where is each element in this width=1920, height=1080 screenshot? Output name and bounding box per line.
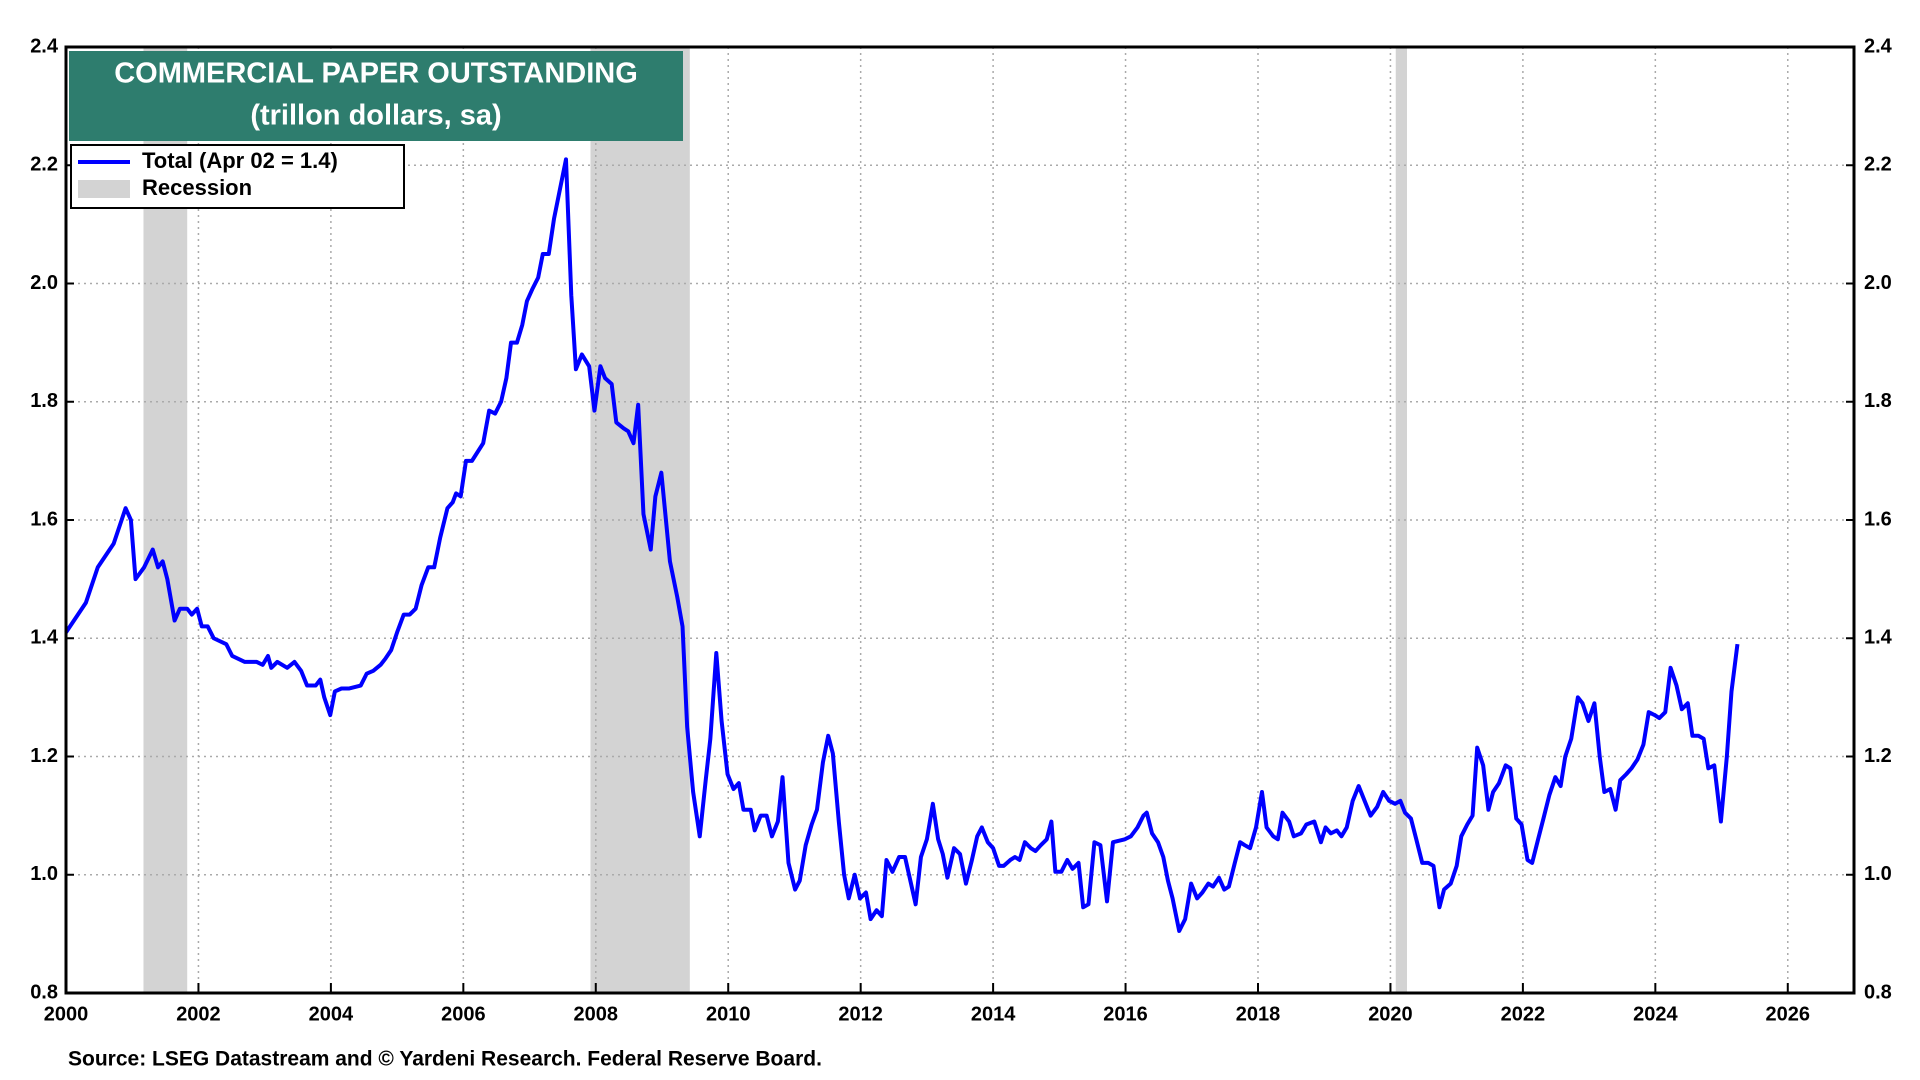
x-tick-label: 2014	[971, 1003, 1016, 1025]
source-note: Source: LSEG Datastream and © Yardeni Re…	[68, 1048, 822, 1071]
y-tick-label: 1.2	[30, 745, 58, 767]
x-tick-label: 2016	[1103, 1003, 1148, 1025]
y2-tick-label: 2.4	[1864, 35, 1893, 57]
y-tick-label: 2.4	[30, 35, 59, 57]
legend-label: Recession	[142, 175, 252, 200]
recession-band	[590, 47, 690, 993]
line-series	[64, 157, 1740, 933]
y-tick-label: 2.2	[30, 154, 58, 176]
x-tick-label: 2010	[706, 1003, 751, 1025]
y2-tick-label: 1.8	[1864, 390, 1892, 412]
x-tick-label: 2024	[1633, 1003, 1678, 1025]
y2-tick-label: 1.6	[1864, 508, 1892, 530]
y-tick-label: 1.0	[30, 863, 58, 885]
legend-label: Total (Apr 02 = 1.4)	[142, 148, 338, 173]
x-tick-label: 2006	[441, 1003, 486, 1025]
y2-tick-label: 2.2	[1864, 154, 1892, 176]
y-tick-label: 1.8	[30, 390, 58, 412]
y-tick-label: 1.4	[30, 627, 59, 649]
y-tick-label: 2.0	[30, 272, 58, 294]
y2-tick-label: 1.4	[1864, 627, 1893, 649]
legend-swatch	[78, 180, 130, 198]
x-tick-label: 2004	[309, 1003, 354, 1025]
y2-tick-label: 1.0	[1864, 863, 1892, 885]
x-tick-label: 2008	[574, 1003, 619, 1025]
x-tick-label: 2012	[838, 1003, 883, 1025]
y2-tick-label: 0.8	[1864, 981, 1892, 1003]
y2-tick-label: 1.2	[1864, 745, 1892, 767]
y-tick-label: 1.6	[30, 508, 58, 530]
series	[64, 157, 1740, 933]
y2-tick-label: 2.0	[1864, 272, 1892, 294]
chart-title: COMMERCIAL PAPER OUTSTANDING	[114, 58, 638, 90]
y-tick-label: 0.8	[30, 981, 58, 1003]
title-box	[69, 51, 683, 141]
legend: Total (Apr 02 = 1.4)Recession	[78, 148, 338, 200]
x-tick-label: 2022	[1501, 1003, 1546, 1025]
ticks: 0.8 0.8 1.0 1.0 1.2 1.2 1.4 1.4 1.6 1.6 1.8 1.8 2.0 2…	[30, 35, 1892, 1025]
x-tick-label: 2002	[176, 1003, 221, 1025]
x-tick-label: 2020	[1368, 1003, 1413, 1025]
chart-subtitle: (trillon dollars, sa)	[250, 100, 501, 132]
x-tick-label: 2018	[1236, 1003, 1281, 1025]
recession-band	[1395, 47, 1407, 993]
x-tick-label: 2026	[1766, 1003, 1811, 1025]
x-tick-label: 2000	[44, 1003, 89, 1025]
